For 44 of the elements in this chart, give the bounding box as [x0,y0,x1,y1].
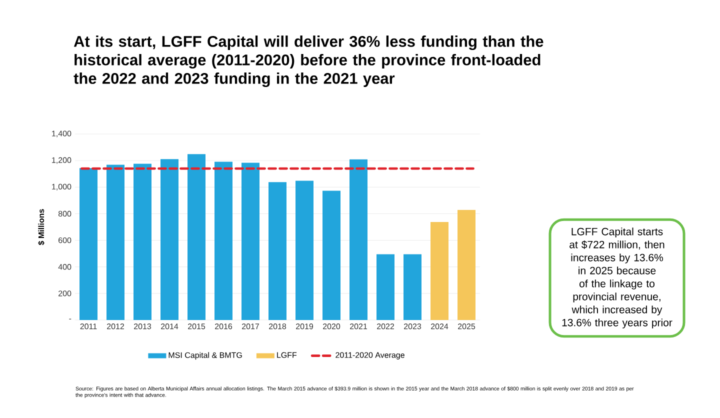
x-tick-label: 2013 [134,324,152,330]
chart-title: At its start, LGFF Capital will deliver 36% less funding than the historical average (2011-2020) before the province front-loaded the 2022 and 2023 funding in the 2021 year [74,36,544,88]
x-tick-label: 2018 [269,324,286,330]
x-tick-label: 2014 [161,324,178,330]
bar [160,159,179,320]
y-tick-label: - [69,318,72,320]
bar [350,159,368,320]
bar [404,254,422,320]
bar [188,154,206,320]
bar [296,180,314,320]
x-tick-label: 2012 [107,324,124,330]
y-axis-title: $ Millions [38,209,45,246]
y-tick-label: 1,400 [52,130,72,138]
x-tick-label: 2021 [350,324,368,330]
bar [80,168,98,320]
bar [322,190,341,320]
x-tick-label: 2023 [404,324,422,330]
y-tick-label: 1,200 [52,157,72,164]
bar [214,162,232,320]
x-tick-label: 2016 [215,324,232,330]
y-tick-label: 400 [58,264,72,270]
bar [430,222,449,320]
x-tick-label: 2020 [323,324,340,330]
bar [134,164,152,320]
bar [458,210,476,320]
x-tick-label: 2011 [80,324,97,330]
x-tick-label: 2022 [377,324,394,330]
y-tick-label: 200 [58,290,72,296]
x-tick-label: 2025 [458,324,476,330]
x-tick-label: 2015 [188,324,206,330]
text: LGFF Capital starts at $722 million, then increases by 13.6% in 2025 because of the linkage to provincial revenue, which increased by 13.6% three years prior [562,228,672,328]
bar [242,162,260,320]
y-tick-label: 1,000 [52,184,72,190]
legend-label: LGFF [277,352,297,358]
legend-label: 2011-2020 Average [336,352,404,360]
y-tick-label: 800 [58,210,72,217]
legend-label: MSI Capital & BMTG [168,352,242,360]
bar [268,182,287,320]
x-tick-label: 2024 [431,324,448,330]
x-tick-label: 2019 [296,324,314,330]
bar [106,164,124,320]
y-tick-label: 600 [58,237,72,244]
bar [376,254,395,320]
x-tick-label: 2017 [242,324,259,330]
